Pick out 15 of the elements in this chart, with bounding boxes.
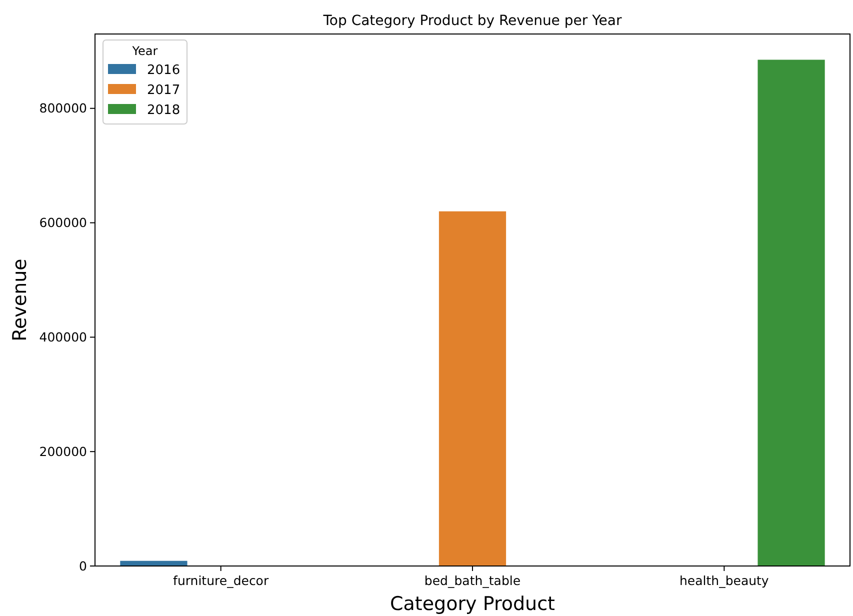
legend-title: Year <box>131 44 158 58</box>
y-tick-label: 0 <box>79 558 88 574</box>
x-tick-label: health_beauty <box>680 573 770 588</box>
y-tick-label: 800000 <box>39 100 88 116</box>
y-tick-label: 600000 <box>39 215 88 230</box>
y-axis-title: Revenue <box>9 258 31 342</box>
y-tick-label: 400000 <box>39 330 88 345</box>
legend-label: 2018 <box>147 103 180 118</box>
y-tick-label: 200000 <box>39 444 88 459</box>
legend-label: 2017 <box>147 83 180 98</box>
chart-title: Top Category Product by Revenue per Year <box>322 13 622 29</box>
x-tick-label: bed_bath_table <box>424 573 521 588</box>
legend-label: 2016 <box>147 63 180 78</box>
x-axis-title: Category Product <box>390 593 555 615</box>
x-tick-label: furniture_decor <box>173 573 270 588</box>
